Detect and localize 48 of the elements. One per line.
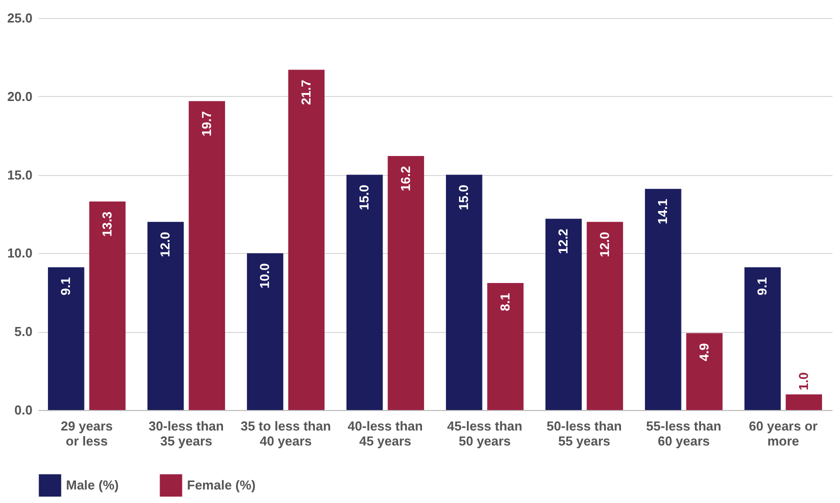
data-label: 15.0 bbox=[356, 184, 372, 210]
data-label: 12.0 bbox=[158, 232, 173, 258]
bar bbox=[586, 222, 624, 410]
bar bbox=[89, 201, 126, 410]
x-tick-label: 60 years or more bbox=[748, 418, 818, 448]
data-label: 9.1 bbox=[58, 277, 74, 296]
bar bbox=[744, 267, 781, 410]
y-tick-label: 10.0 bbox=[7, 246, 32, 261]
bar bbox=[246, 253, 284, 410]
x-tick-label: 50-less than 55 years bbox=[546, 418, 622, 448]
data-label: 21.7 bbox=[298, 80, 314, 106]
data-label: 16.2 bbox=[398, 166, 413, 192]
legend-label: Female (%) bbox=[187, 477, 256, 492]
y-tick-label: 5.0 bbox=[14, 324, 32, 340]
data-label: 10.0 bbox=[257, 263, 272, 289]
data-label: 12.0 bbox=[596, 232, 612, 258]
bar bbox=[147, 222, 184, 410]
bar bbox=[188, 101, 226, 410]
data-label: 14.1 bbox=[655, 198, 670, 224]
bar bbox=[346, 174, 383, 410]
data-label: 15.0 bbox=[456, 184, 472, 210]
x-tick-label: 29 years or less bbox=[60, 418, 113, 448]
y-tick-label: 20.0 bbox=[7, 88, 32, 104]
data-label: 1.0 bbox=[796, 372, 811, 390]
bar bbox=[786, 394, 822, 410]
data-label: 8.1 bbox=[497, 292, 512, 312]
y-tick-label: 15.0 bbox=[7, 167, 32, 182]
bar bbox=[48, 267, 84, 410]
x-tick-label: 45-less than 50 years bbox=[447, 418, 522, 448]
x-tick-label: 30-less than 35 years bbox=[148, 418, 224, 448]
bar bbox=[686, 333, 723, 410]
bar bbox=[288, 70, 325, 410]
data-label: 13.3 bbox=[99, 211, 114, 237]
bar bbox=[644, 188, 682, 410]
y-tick-label: 0.0 bbox=[14, 402, 32, 418]
bar bbox=[487, 282, 524, 410]
data-label: 19.7 bbox=[198, 111, 214, 136]
data-label: 12.2 bbox=[556, 228, 571, 254]
bar bbox=[446, 174, 482, 410]
legend-label: Male (%) bbox=[66, 477, 119, 492]
x-tick-label: 40-less than 45 years bbox=[348, 418, 423, 448]
x-tick-label: 35 to less than 40 years bbox=[240, 418, 331, 448]
x-tick-label: 55-less than 60 years bbox=[646, 418, 722, 448]
data-label: 9.1 bbox=[754, 277, 770, 296]
data-label: 4.9 bbox=[696, 343, 712, 362]
bar bbox=[545, 218, 582, 410]
y-tick-label: 25.0 bbox=[7, 10, 32, 26]
bar bbox=[388, 156, 424, 410]
